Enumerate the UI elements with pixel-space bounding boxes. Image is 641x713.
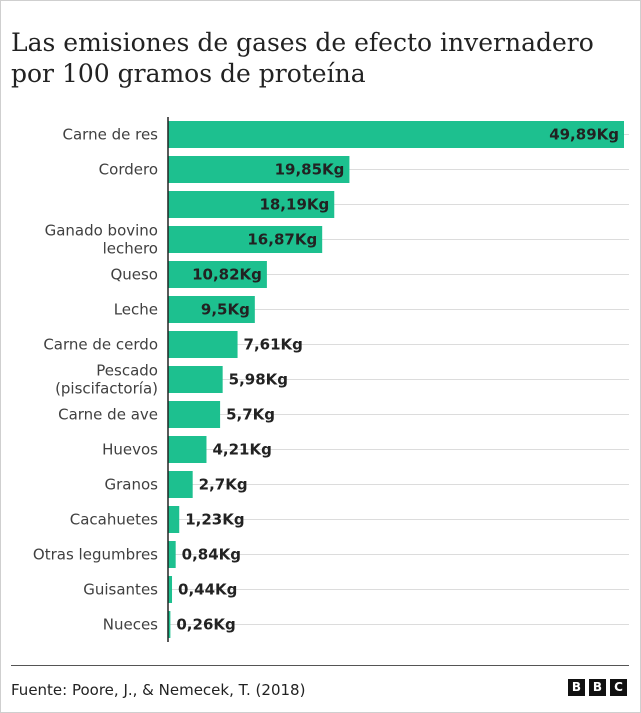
- bar: [168, 506, 180, 533]
- value-label: 0,44Kg: [178, 581, 237, 599]
- category-label-line: Carne de ave: [58, 406, 158, 424]
- value-label: 16,87Kg: [247, 231, 317, 249]
- category-label-line: Nueces: [103, 616, 158, 634]
- bar: [168, 226, 323, 253]
- bar: [168, 576, 173, 603]
- logo-letter: B: [568, 679, 585, 696]
- category-label: Pescado (piscifactoría): [55, 362, 158, 398]
- bar: [168, 156, 350, 183]
- category-label: Otras legumbres: [33, 546, 158, 564]
- logo-letter: C: [610, 679, 627, 696]
- bar: [168, 471, 193, 498]
- footer-divider: [11, 665, 629, 666]
- value-label: 19,85Kg: [275, 161, 345, 179]
- bar: [168, 261, 267, 288]
- value-label: 7,61Kg: [244, 336, 303, 354]
- value-label: 5,98Kg: [229, 371, 288, 389]
- category-label: Granos: [105, 476, 159, 494]
- logo-letter: B: [589, 679, 606, 696]
- category-label: Nueces: [103, 616, 158, 634]
- bar: [168, 611, 171, 638]
- category-label-line: Queso: [110, 266, 158, 284]
- category-label-line: Cacahuetes: [70, 511, 158, 529]
- bar: [168, 436, 207, 463]
- bar: [168, 191, 335, 218]
- category-label-line: Huevos: [102, 441, 158, 459]
- category-label: Guisantes: [83, 581, 158, 599]
- category-label-line: Pescado: [96, 362, 158, 380]
- category-label-line: Carne de cerdo: [43, 336, 158, 354]
- value-label: 0,26Kg: [176, 616, 235, 634]
- category-label-line: Carne de res: [63, 126, 159, 144]
- value-label: 5,7Kg: [226, 406, 275, 424]
- value-label: 18,19Kg: [259, 196, 329, 214]
- category-label-line: Cordero: [99, 161, 158, 179]
- bar: [168, 366, 223, 393]
- category-label: Cordero: [99, 161, 158, 179]
- bar: [168, 121, 624, 148]
- chart-title: Las emisiones de gases de efecto inverna…: [11, 28, 594, 88]
- bar: [168, 541, 176, 568]
- bbc-logo: B B C: [568, 679, 627, 696]
- category-label-line: Guisantes: [83, 581, 158, 599]
- value-label: 10,82Kg: [192, 266, 262, 284]
- category-label: Carne de ave: [58, 406, 158, 424]
- category-label: Queso: [110, 266, 158, 284]
- category-label-line: Granos: [105, 476, 159, 494]
- category-label-line: (piscifactoría): [55, 380, 158, 398]
- bar: [168, 401, 221, 428]
- category-label-line: Ganado bovino: [45, 222, 158, 240]
- value-label: 0,84Kg: [182, 546, 241, 564]
- category-label: Cacahuetes: [70, 511, 158, 529]
- value-label: 4,21Kg: [212, 441, 271, 459]
- category-label: Carne de cerdo: [43, 336, 158, 354]
- source-note: Fuente: Poore, J., & Nemecek, T. (2018): [11, 681, 306, 699]
- category-label: Leche: [114, 301, 158, 319]
- category-label-line: lechero: [103, 240, 158, 258]
- value-label: 2,7Kg: [199, 476, 248, 494]
- bar: [168, 331, 238, 358]
- bar: [168, 296, 255, 323]
- value-label: 49,89Kg: [549, 126, 619, 144]
- value-label: 9,5Kg: [201, 301, 250, 319]
- category-label: Ganado bovino lechero: [45, 222, 158, 258]
- category-label: Carne de res: [63, 126, 159, 144]
- value-label: 1,23Kg: [185, 511, 244, 529]
- category-label-line: Leche: [114, 301, 158, 319]
- category-label: Huevos: [102, 441, 158, 459]
- category-label-line: Otras legumbres: [33, 546, 158, 564]
